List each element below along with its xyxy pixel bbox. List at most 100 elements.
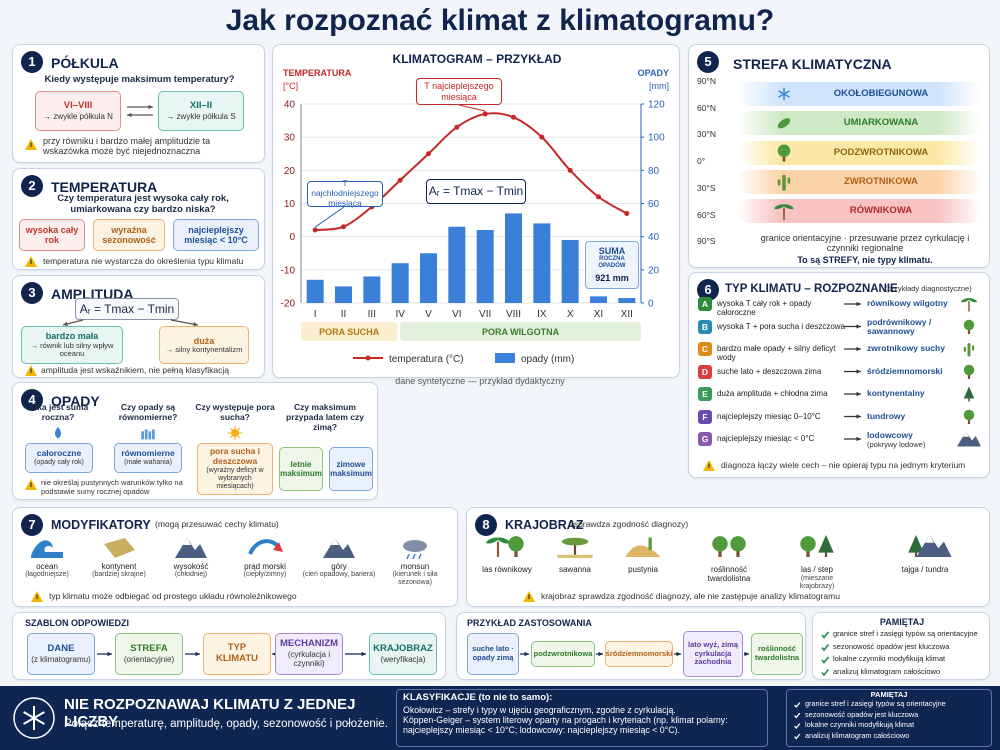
legend-label: opady (mm) (521, 354, 574, 365)
icon-part (561, 537, 589, 546)
answer-box: równomierne (małe wahania) (114, 443, 182, 473)
section-number: 7 (21, 514, 43, 536)
box-label: DANE (47, 642, 75, 654)
option-box: najcieplejszy miesiąc < 10°C (173, 219, 259, 251)
bar (533, 223, 551, 303)
banner-remember: PAMIĘTAJ granice stref i zasięgi typów są… (786, 689, 992, 747)
icon-part (403, 540, 427, 552)
decoration (777, 118, 791, 129)
modifier-subtext: (chłodniej) (174, 571, 208, 578)
icon-part (963, 319, 975, 331)
modifier-subtext: (łagodniejsze) (25, 571, 69, 578)
tick-label: 30 (284, 133, 296, 144)
section-number: 6 (697, 279, 719, 301)
chart-title: KLIMATOGRAM – PRZYKŁAD (393, 52, 562, 66)
banner-subtitle: Połącz temperaturę, amplitudę, opady, se… (64, 718, 388, 730)
decoration (774, 204, 794, 221)
landscape-panel: 8 KRAJOBRAZ (sprawdza zgodność diagnozy) la… (466, 507, 990, 607)
landscape-label: roślinność twardolistna (707, 565, 751, 584)
icon (227, 425, 243, 441)
box-label: lato wyż, zimą cyrkulacja zachodnia (687, 640, 738, 667)
icon-part (648, 537, 652, 551)
type-condition: suche lato + deszczowa zima (717, 366, 822, 376)
icon-part (963, 431, 969, 437)
question: Czy temperatura jest wysoka cały rok, um… (57, 193, 229, 215)
decoration (800, 536, 816, 557)
tick-label: -10 (281, 265, 296, 276)
icon-part (573, 543, 577, 555)
tick-label: -20 (281, 299, 296, 310)
section-title: PRZYKŁAD ZASTOSOWANIA (467, 618, 592, 628)
option-box: wysoka cały rok (19, 219, 85, 251)
type-letter: E (698, 387, 712, 401)
icon-part (960, 298, 970, 303)
type-name: kontynentalny (867, 388, 925, 398)
icon-part (967, 373, 971, 379)
type-name: śródziemnomorski (867, 365, 943, 376)
landscape-label: sawanna (558, 565, 592, 574)
latitude-label: 30°N (697, 129, 716, 140)
x-tick-label: I (314, 309, 317, 320)
tick-label: 40 (648, 232, 660, 243)
box-label: MECHANIZM (279, 638, 339, 650)
section-title: TEMPERATURA (51, 179, 158, 195)
icon-part (514, 548, 518, 557)
arrow-head (856, 391, 861, 397)
decoration (25, 256, 37, 267)
latitude-label: 60°S (697, 209, 716, 220)
season-label: PORA WILGOTNA (482, 327, 560, 337)
decoration (821, 668, 830, 677)
warning-icon (523, 591, 535, 602)
section-title: PÓŁKULA (51, 55, 119, 71)
icon-part (104, 538, 135, 558)
x-tick-label: X (567, 309, 574, 320)
bar (476, 230, 494, 303)
box-label: roślinność twardolistna (754, 644, 800, 662)
box-subtext: → silny kontynentalizm (165, 344, 243, 354)
icon-part (229, 427, 241, 439)
modifier-label: wysokość (173, 562, 209, 571)
type-name: zwrotnikowy suchy (867, 343, 945, 353)
icon (794, 712, 801, 719)
template-step: MECHANIZM (cyrkulacja i czynniki) (275, 633, 343, 675)
icon-part (821, 643, 830, 652)
template-step: KRAJOBRAZ (weryfikacja) (369, 633, 437, 675)
page-title: Jak rozpoznać klimat z klimatogramu? (225, 4, 775, 37)
section-subtitle: (sprawdza zgodność diagnozy) (571, 519, 689, 529)
decoration (127, 104, 153, 118)
section-title: OPADY (51, 393, 100, 409)
decoration (323, 538, 355, 558)
icon-part (794, 733, 801, 740)
icon (248, 539, 283, 555)
icon-part (730, 536, 746, 552)
arrow-head (744, 651, 749, 657)
modifier-subtext: (bardziej skrajne) (92, 571, 146, 578)
template-step: STREFA (orientacyjnie) (115, 633, 183, 675)
warning-mark (30, 142, 32, 147)
icon (963, 319, 975, 334)
type-letter: B (698, 319, 712, 334)
icon (821, 656, 830, 664)
modifier-label: ocean (36, 562, 58, 571)
icon-part (824, 552, 828, 557)
icon (712, 536, 728, 557)
banner: NIE ROZPOZNAWAJ KLIMATU Z JEDNEJ LICZBY P… (0, 686, 1000, 750)
icon (963, 343, 975, 357)
box-label: śródziemnomorski (605, 648, 673, 658)
icon-part (497, 537, 510, 544)
x-tick-label: XII (621, 309, 633, 320)
question: Jaka jest suma roczna? (27, 402, 89, 422)
section-number: 4 (21, 389, 43, 411)
template-step: TYP KLIMATU (203, 633, 271, 675)
zone-band (737, 82, 981, 106)
arrow-head (195, 651, 200, 657)
decoration (821, 631, 830, 639)
line-point (624, 210, 630, 216)
arrow-head (598, 651, 603, 657)
question: Czy występuje pora sucha? (195, 402, 275, 422)
type-letter: F (698, 409, 712, 424)
tick-label: 80 (648, 166, 660, 177)
icon-part (806, 548, 810, 557)
box-label: równomierne (121, 448, 175, 459)
icon (957, 431, 981, 447)
